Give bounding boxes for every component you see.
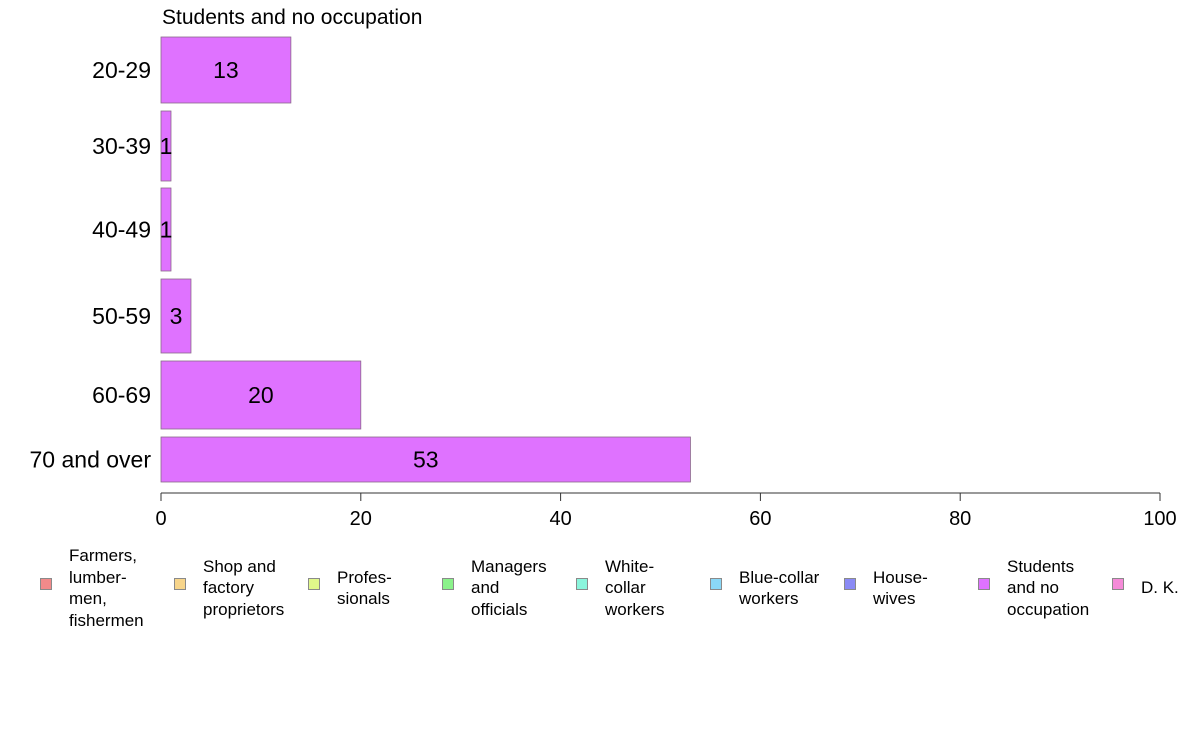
bar-30-39: [160, 110, 172, 182]
x-tick-label: 20: [350, 508, 372, 530]
bar-40-49: [160, 187, 172, 272]
legend-label: Students and no occupation: [1007, 556, 1090, 619]
x-axis: 0 20 40 60 80 100: [155, 492, 1177, 530]
bar-value-label: 53: [413, 447, 439, 473]
bar-70-and-over: [160, 436, 691, 483]
category-label: 60-69: [92, 382, 151, 408]
legend-label: D. K.: [1141, 578, 1179, 598]
bar-50-59: [160, 278, 192, 354]
legend-label: Blue-collar workers: [739, 567, 820, 609]
category-label: 30-39: [92, 133, 151, 159]
x-tick-label: 100: [1143, 508, 1176, 530]
legend-swatch: [40, 578, 52, 590]
legend-label: White- collar workers: [605, 556, 665, 619]
x-tick-label: 0: [155, 508, 166, 530]
bar-value-label: 1: [160, 217, 173, 243]
chart-title: Students and no occupation: [162, 6, 422, 29]
bar-value-label: 20: [248, 382, 274, 408]
legend-label: Farmers, lumber- men, fishermen: [69, 546, 144, 630]
category-label: 50-59: [92, 303, 151, 329]
legend-label: Shop and factory proprietors: [203, 556, 285, 619]
bar-value-label: 1: [160, 133, 173, 159]
bar-20-29: [160, 36, 292, 104]
legend-swatch: [442, 578, 454, 590]
legend-swatch: [1112, 578, 1124, 590]
y-axis: 20-29 30-39 40-49 50-59 60-69 70 and over: [30, 57, 152, 473]
legend-swatch: [844, 578, 856, 590]
legend-label: House- wives: [873, 567, 928, 609]
x-tick-label: 80: [949, 508, 971, 530]
legend-label: Managers and officials: [471, 556, 547, 619]
legend-swatch: [576, 578, 588, 590]
legend-swatch: [308, 578, 320, 590]
bar-60-69: [160, 360, 362, 430]
x-tick-label: 60: [749, 508, 771, 530]
x-tick-label: 40: [549, 508, 571, 530]
category-label: 70 and over: [30, 447, 152, 473]
category-label: 40-49: [92, 217, 151, 243]
legend-label: Profes- sionals: [337, 567, 392, 609]
legend-swatch: [710, 578, 722, 590]
legend-swatch: [174, 578, 186, 590]
legend: Farmers, lumber- men, fishermen Shop and …: [0, 546, 1188, 632]
bar-value-label: 3: [170, 303, 183, 329]
bar-value-label: 13: [213, 57, 239, 83]
category-label: 20-29: [92, 57, 151, 83]
legend-swatch: [978, 578, 990, 590]
